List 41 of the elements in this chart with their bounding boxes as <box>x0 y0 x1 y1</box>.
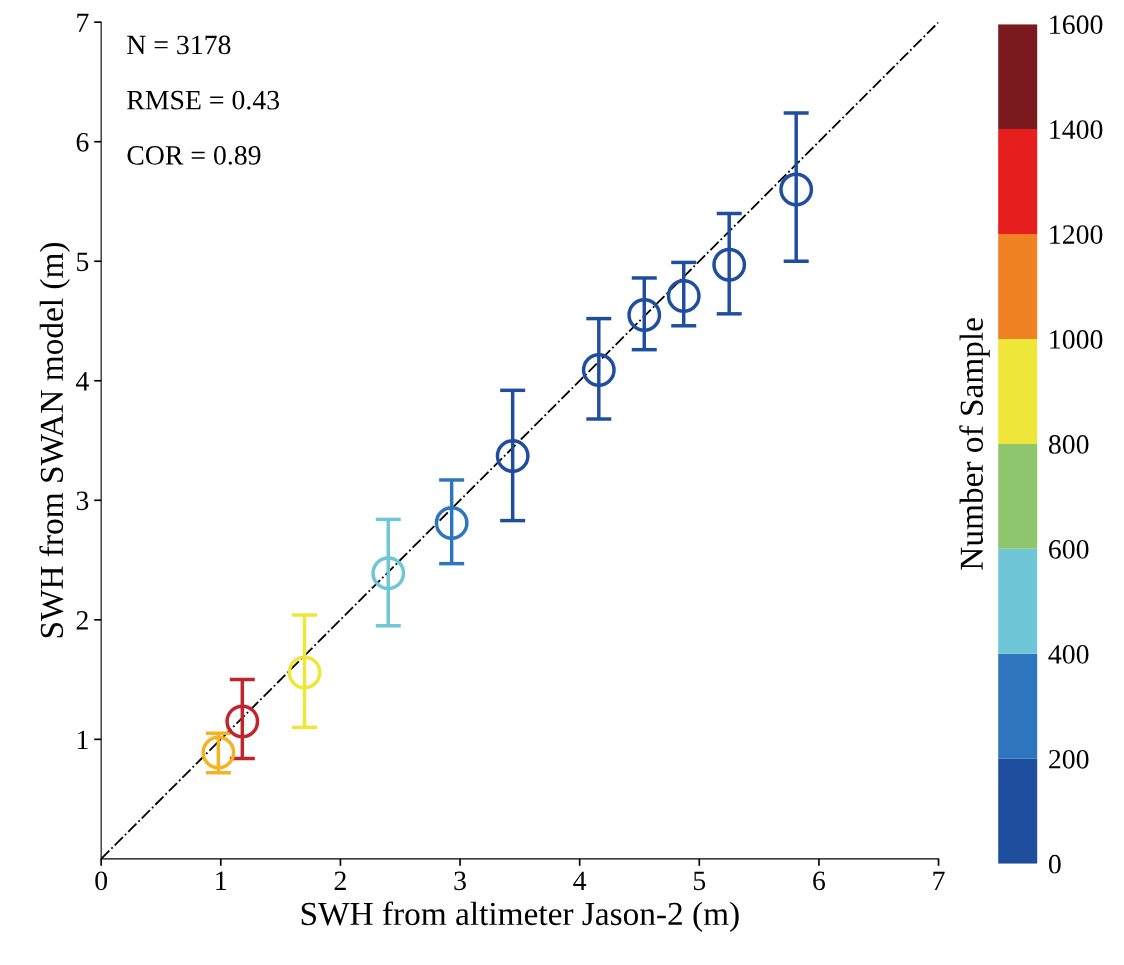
color-bar-label: 200 <box>1049 749 1089 769</box>
x-tick-label: 2 <box>334 871 346 890</box>
color-bar-label: 1600 <box>1050 15 1103 35</box>
color-bar-label: 400 <box>1048 644 1089 664</box>
point <box>495 439 530 474</box>
color-bar-label: 0 <box>1048 854 1061 874</box>
y-tick-label: 1 <box>77 730 88 749</box>
color-bar-label: 800 <box>1048 435 1089 454</box>
point <box>225 704 260 739</box>
color-bar-title: Number of Sample <box>959 318 990 570</box>
x-tick-label: 3 <box>454 871 466 891</box>
color-bar-label: 1400 <box>1050 120 1103 139</box>
color-bar-label: 1000 <box>1050 330 1103 349</box>
point <box>201 735 236 770</box>
color-bar-label: 1200 <box>1050 225 1103 244</box>
y-tick-label: 3 <box>76 491 89 511</box>
annotation: RMSE = 0.43 <box>127 90 279 110</box>
y-tick-label: 7 <box>77 13 89 32</box>
y-tick-label: 6 <box>76 132 89 152</box>
point <box>627 298 662 332</box>
y-tick-label: 2 <box>76 611 88 630</box>
point <box>581 353 616 387</box>
color-bar-label: 600 <box>1049 540 1089 559</box>
point <box>434 506 469 540</box>
x-tick-label: 4 <box>573 871 587 890</box>
annotation: COR = 0.89 <box>127 145 261 165</box>
point <box>712 247 747 282</box>
y-axis-title: SWH from SWAN model (m) <box>39 242 70 638</box>
x-tick-label: 5 <box>693 871 706 891</box>
point <box>371 556 406 591</box>
y-tick-label: 5 <box>77 252 89 272</box>
point <box>779 172 814 207</box>
y-tick-label: 4 <box>76 372 89 391</box>
point <box>287 655 322 690</box>
x-tick-label: 6 <box>813 871 826 891</box>
x-tick-label: 0 <box>95 871 108 891</box>
annotation: N = 3178 <box>127 35 231 55</box>
point <box>666 278 701 313</box>
x-tick-label: 1 <box>216 871 227 890</box>
x-axis-title: SWH from altimeter Jason-2 (m) <box>301 901 739 932</box>
x-tick-label: 7 <box>933 871 945 890</box>
